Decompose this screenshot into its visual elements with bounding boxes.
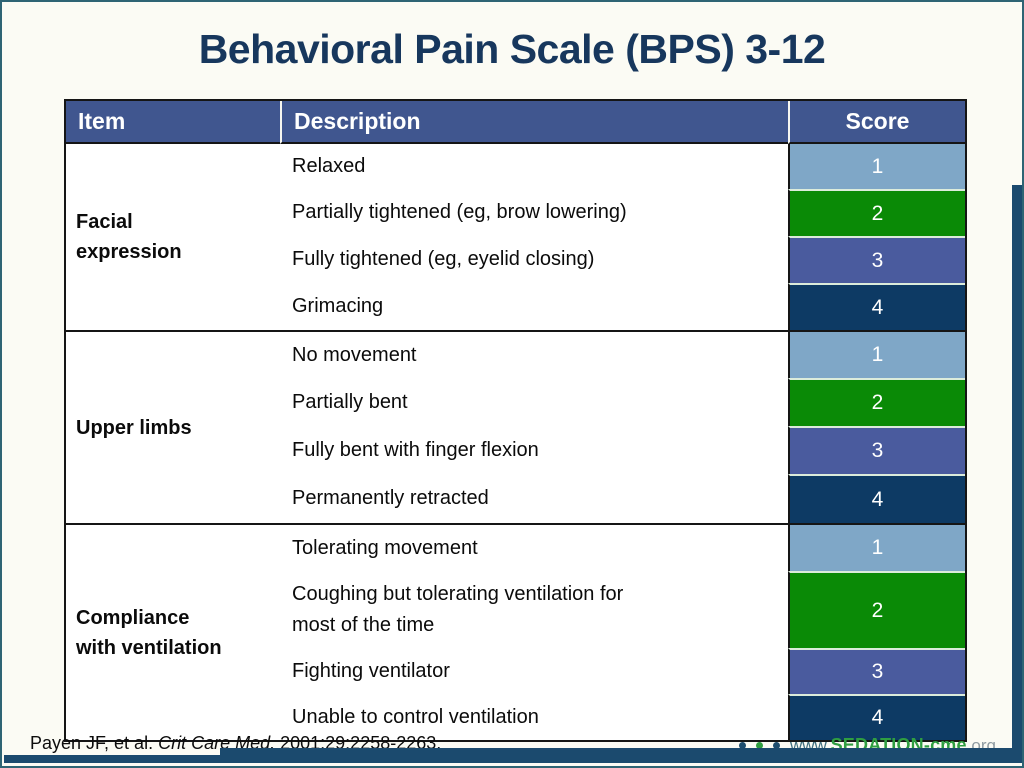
score-cell: 4 [788,694,965,740]
bottom-accent-bar-right [220,748,1022,763]
slide-title: Behavioral Pain Scale (BPS) 3-12 [198,26,826,72]
logo-dot-icon [755,742,763,749]
right-accent-bar [1012,185,1022,755]
description-cell: Unable to control ventilation [280,694,788,740]
score-cell: 3 [788,426,965,474]
score-cell: 3 [788,648,965,694]
description-cell: Fully bent with finger flexion [280,426,788,474]
table-row: Fully bent with finger flexion 3 [66,426,965,474]
table-row: Facial expression Relaxed 1 [66,144,965,330]
logo-dot-icon [772,742,780,749]
score-cell: 3 [788,236,965,283]
score-cell: 2 [788,189,965,236]
score-cell: 2 [788,378,965,426]
description-cell: Permanently retracted [280,474,788,523]
score-cell: 2 [788,571,965,648]
table-row: Partially bent 2 [66,378,965,426]
bps-table: Item Description Score Facial expression… [64,99,967,742]
score-cell: 4 [788,474,965,523]
column-header-description: Description [280,101,788,144]
description-cell: Fighting ventilator [280,648,788,694]
item-cell-upper-limbs: Upper limbs [66,330,280,523]
citation-authors: Payen JF, et al. [30,733,159,753]
logo-dot-icon [738,742,746,749]
table-header-row: Item Description Score [66,101,965,144]
table-row: Permanently retracted 4 [66,474,965,523]
description-cell: Fully tightened (eg, eyelid closing) [280,236,788,283]
description-cell: Coughing but tolerating ventilation for … [280,571,788,648]
bps-table-container: Item Description Score Facial expression… [64,99,967,742]
bottom-accent-bar-left [4,755,220,763]
score-cell: 4 [788,283,965,330]
column-header-score: Score [788,101,965,144]
column-header-item: Item [66,101,280,144]
table-row: Fighting ventilator 3 [66,648,965,694]
table-row: Fully tightened (eg, eyelid closing) 3 [66,236,965,283]
table-row: Unable to control ventilation 4 [66,694,965,740]
description-cell: Partially tightened (eg, brow lowering) [280,189,788,236]
item-cell-facial-expression: Facial expression [66,144,280,330]
table-row: Upper limbs No movement 1 [66,330,965,523]
description-cell: Relaxed [280,144,788,189]
table-row: Coughing but tolerating ventilation for … [66,571,965,648]
table-row: Partially tightened (eg, brow lowering) … [66,189,965,236]
score-cell: 1 [788,144,965,189]
table-row: Grimacing 4 [66,283,965,330]
description-cell: Tolerating movement [280,523,788,571]
score-cell: 1 [788,523,965,571]
description-cell: Grimacing [280,283,788,330]
score-cell: 1 [788,330,965,378]
description-cell: Partially bent [280,378,788,426]
description-cell: No movement [280,330,788,378]
table-row: Compliance with ventilation Tolerating m… [66,523,965,740]
item-cell-compliance-ventilation: Compliance with ventilation [66,523,280,740]
